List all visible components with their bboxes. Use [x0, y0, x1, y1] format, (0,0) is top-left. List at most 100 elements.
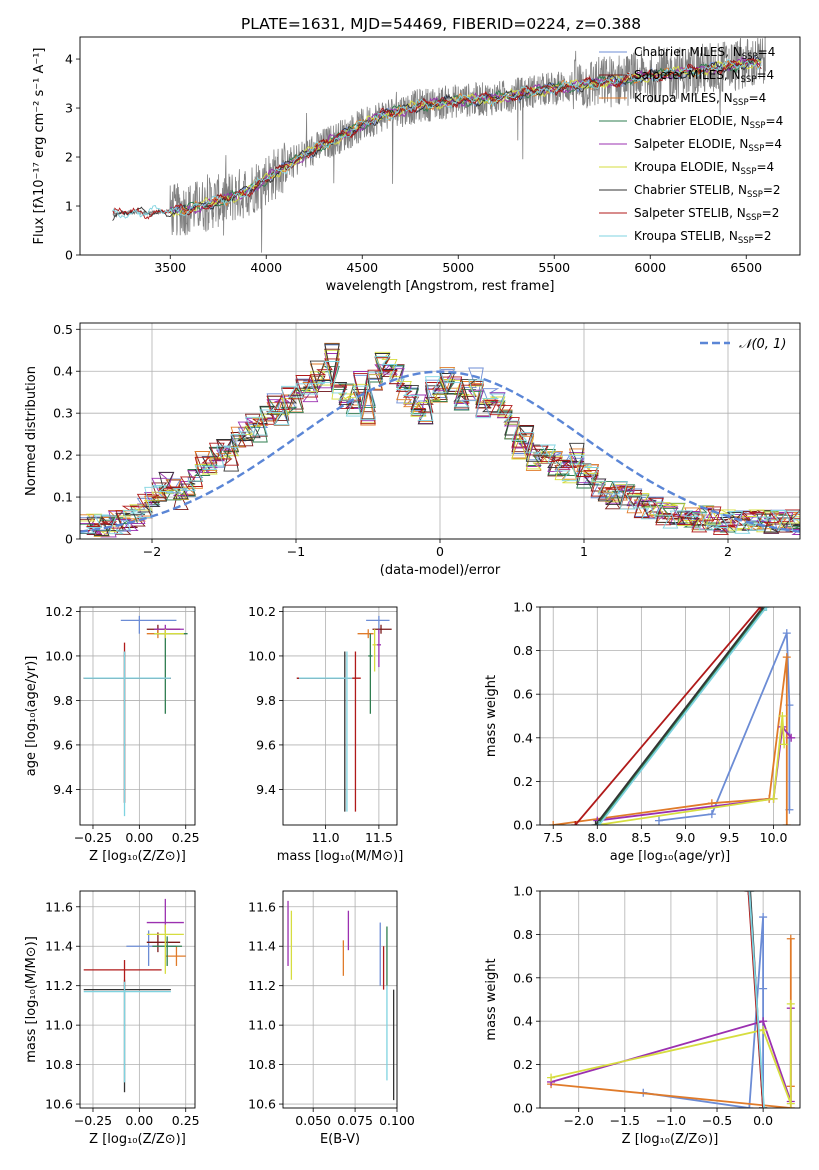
- age_vs_Z-ytick-label: 9.6: [53, 737, 73, 752]
- weight_vs_Z-frame: [539, 890, 801, 1109]
- weight_vs_age-marker-2-3: [787, 733, 796, 742]
- legend-label-2: Kroupa MILES, NSSP=4: [634, 91, 766, 108]
- spectrum-legend: Chabrier MILES, NSSP=4 Salpeter MILES, NS…: [599, 45, 783, 246]
- weight_vs_age-frame: [539, 606, 801, 826]
- spectrum-model-line-7: [112, 57, 762, 220]
- weight_vs_Z-xtick-label: 0.0: [753, 1113, 773, 1128]
- residual-legend: 𝒩(0, 1): [700, 337, 786, 352]
- legend-label-0: Chabrier MILES, NSSP=4: [634, 45, 775, 62]
- weight_vs_Z-series-3: [550, 1003, 792, 1105]
- weight_vs_Z-ytick-label: 0.4: [513, 1014, 533, 1029]
- legend-label-7: Salpeter STELIB, NSSP=2: [634, 206, 779, 223]
- age_vs_Z-panel: −0.25 0.00 0.25 9.4 9.6 9.8 10.0 10.2 Z [log₁₀(Z…: [24, 604, 200, 864]
- weight_vs_Z-marker-1-2: [786, 934, 795, 943]
- weight_vs_age-marker-3-1: [769, 794, 778, 803]
- age_vs_Z-ytick-label: 9.8: [53, 693, 73, 708]
- age_vs_mass-plot-area: [296, 615, 392, 812]
- weight_vs_Z-marker-0-3: [759, 984, 768, 993]
- normal-curve: [80, 370, 800, 533]
- weight_vs_age-marker-1-0: [549, 821, 558, 825]
- weight_vs_Z-xtick-label: −1.5: [610, 1113, 640, 1128]
- mass_vs_Z-xlabel: Z [log₁₀(Z/Z⊙)]: [89, 1132, 186, 1147]
- weight_vs_age-series-4: [596, 607, 766, 825]
- legend-label-4: Salpeter ELODIE, NSSP=4: [634, 137, 782, 154]
- legend-label-6: Chabrier STELIB, NSSP=2: [634, 183, 781, 200]
- weight_vs_Z-marker-3-3: [786, 999, 795, 1008]
- weight_vs_age-xtick-label: 8.5: [631, 830, 651, 845]
- legend-label-5: Kroupa ELODIE, NSSP=4: [634, 160, 774, 177]
- spectrum-xtick-label: 3500: [154, 260, 186, 275]
- age_vs_mass-ytick-label: 9.4: [256, 782, 276, 797]
- residuals-ytick-label: 0: [65, 532, 73, 547]
- residual-hist-8: [80, 356, 800, 535]
- spectrum-xtick-label: 6500: [730, 260, 762, 275]
- spectrum-xtick-label: 4000: [250, 260, 282, 275]
- weight_vs_Z-marker-3-2: [786, 1099, 795, 1108]
- weight_vs_Z-marker-3-1: [759, 1025, 768, 1034]
- age_vs_Z-xtick-label: 0.00: [125, 830, 153, 845]
- mass_vs_EBV-xtick-label: 0.100: [379, 1113, 415, 1128]
- weight_vs_age-marker-3-2: [778, 712, 787, 720]
- mass_vs_Z-ylabel: mass [log₁₀(M/M⊙)]: [24, 936, 39, 1063]
- spectrum-xtick-label: 4500: [346, 260, 378, 275]
- residuals-ytick-label: 0.4: [53, 364, 73, 379]
- weight_vs_Z-ytick-label: 0.8: [513, 927, 533, 942]
- residuals-panel: −2 −1 0 1 2 0 0.1 0.2 0.3 0.4 0.5 (data-model)/erro…: [24, 322, 801, 578]
- residuals-xtick-label: 0: [436, 544, 444, 559]
- weight_vs_age-series-6: [574, 607, 761, 825]
- weight_vs_Z-ytick-label: 0.6: [513, 970, 533, 985]
- residuals-plot-area: [80, 342, 800, 538]
- weight_vs_Z-xtick-label: −2.0: [564, 1113, 594, 1128]
- mass_vs_EBV-ytick-label: 10.6: [248, 1097, 276, 1112]
- mass_vs_Z-xtick-label: −0.25: [74, 1113, 112, 1128]
- mass_vs_Z-panel: −0.25 0.00 0.25 10.6 10.8 11.0 11.2 11.4 11.6 Z […: [24, 890, 200, 1147]
- weight_vs_age-marker-0-0: [654, 816, 663, 825]
- mass_vs_Z-xtick-label: 0.25: [172, 1113, 200, 1128]
- spectrum-frame: [79, 36, 801, 256]
- legend-label-1: Salpeter MILES, NSSP=4: [634, 68, 774, 85]
- mass_vs_Z-xtick-label: 0.00: [125, 1113, 153, 1128]
- residuals-frame: [79, 322, 801, 540]
- age_vs_Z-frame: [79, 606, 196, 826]
- mass_vs_EBV-panel: 0.050 0.075 0.100 10.6 10.8 11.0 11.2 11.4 11.6 E…: [248, 890, 415, 1147]
- weight_vs_Z-marker-2-1: [759, 1017, 768, 1026]
- mass_vs_Z-ytick-label: 11.6: [45, 899, 73, 914]
- age_vs_mass-xtick-label: 11.0: [312, 830, 340, 845]
- legend-label-8: Kroupa STELIB, NSSP=2: [634, 229, 772, 246]
- age_vs_mass-ytick-label: 9.6: [256, 737, 276, 752]
- spectrum-panel: 3500 4000 4500 5000 5500 6000 6500 0 1 2 3 4 wavelen…: [32, 36, 801, 294]
- weight_vs_age-xtick-label: 8.0: [587, 830, 607, 845]
- mass_vs_Z-ytick-label: 10.8: [45, 1057, 73, 1072]
- weight_vs_age-marker-1-3: [782, 653, 791, 662]
- age_vs_mass-xlabel: mass [log₁₀(M/M⊙)]: [277, 849, 404, 864]
- age_vs_mass-ytick-label: 9.8: [256, 693, 276, 708]
- spectrum-ylabel: Flux [fλ10⁻¹⁷ erg cm⁻² s⁻¹ A⁻¹]: [32, 48, 47, 245]
- residuals-xlabel: (data-model)/error: [380, 563, 501, 578]
- spectrum-ytick-label: 3: [65, 101, 73, 116]
- weight_vs_age-marker-3-3: [780, 740, 789, 749]
- weight_vs_Z-panel: −2.0 −1.5 −1.0 −0.5 0.0 0.0 0.2 0.4 0.6 0.8 1.0 Z […: [484, 884, 801, 1147]
- weight_vs_age-xtick-label: 9.0: [675, 830, 695, 845]
- weight_vs_Z-marker-3-0: [547, 1073, 556, 1082]
- spectrum-xtick-label: 6000: [634, 260, 666, 275]
- age_vs_Z-xtick-label: 0.25: [172, 830, 200, 845]
- mass_vs_Z-ytick-label: 11.0: [45, 1018, 73, 1033]
- mass_vs_Z-ytick-label: 11.4: [45, 939, 73, 954]
- weight_vs_age-xtick-label: 7.5: [543, 830, 563, 845]
- spectrum-ytick-label: 1: [65, 199, 73, 214]
- mass_vs_EBV-xlabel: E(B-V): [320, 1132, 360, 1147]
- weight_vs_Z-xtick-label: −0.5: [702, 1113, 732, 1128]
- mass_vs_Z-ytick-label: 10.6: [45, 1097, 73, 1112]
- weight_vs_age-marker-5-1: [758, 607, 767, 611]
- age_vs_Z-ylabel: age [log₁₀(age/yr)]: [24, 656, 39, 777]
- spectrum-xlabel: wavelength [Angstrom, rest frame]: [326, 279, 555, 294]
- weight_vs_Z-ytick-label: 0.2: [513, 1057, 533, 1072]
- age_vs_Z-xtick-label: −0.25: [74, 830, 112, 845]
- residuals-ytick-label: 0.5: [53, 322, 73, 337]
- weight_vs_age-marker-1-4: [782, 821, 791, 825]
- weight_vs_Z-marker-7-1: [760, 1104, 769, 1108]
- mass_vs_Z-frame: [79, 890, 196, 1109]
- age_vs_Z-xlabel: Z [log₁₀(Z/Z⊙)]: [89, 849, 186, 864]
- age_vs_Z-ytick-label: 10.0: [45, 648, 73, 663]
- weight_vs_Z-series-7: [748, 891, 765, 1108]
